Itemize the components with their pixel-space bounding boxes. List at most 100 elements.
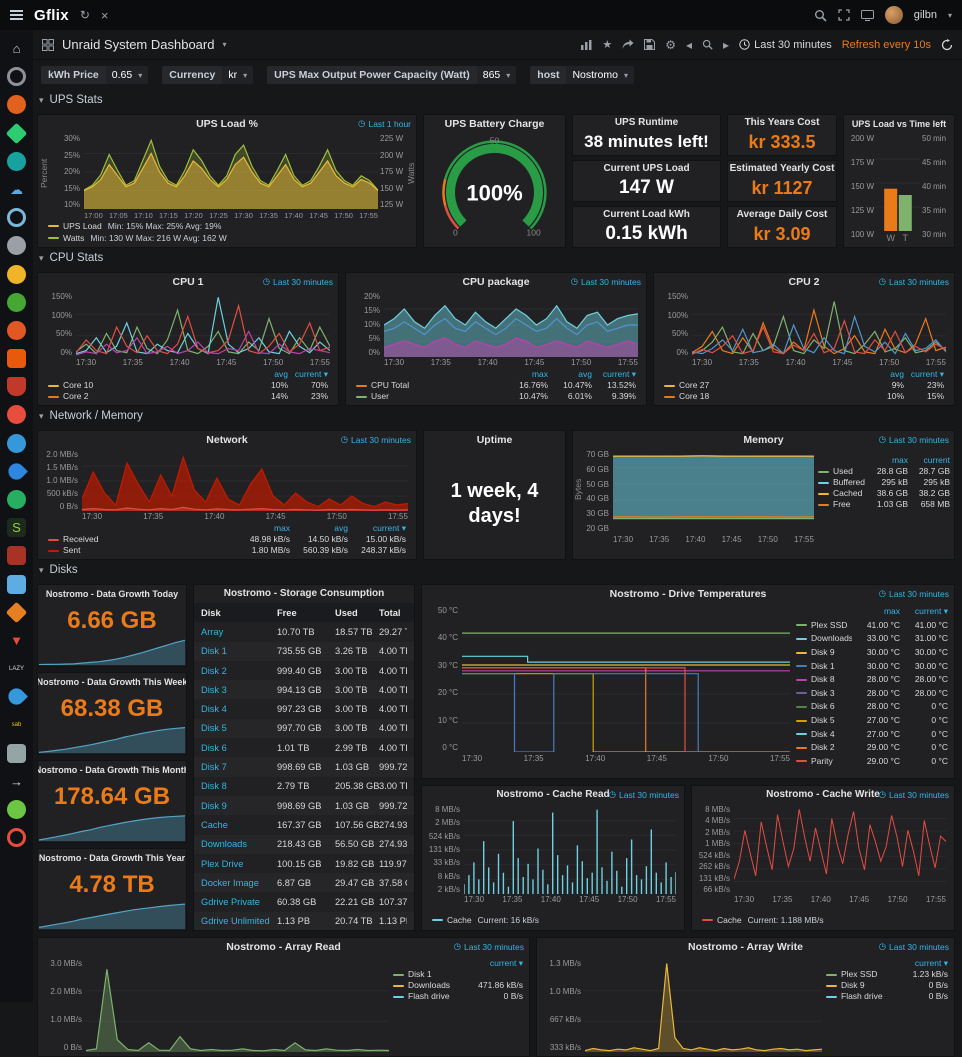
memory-chart[interactable] (613, 451, 814, 533)
sidebar-app-icon[interactable] (7, 574, 26, 594)
sidebar-app-icon[interactable] (7, 377, 26, 397)
panel-title[interactable]: Memory (743, 433, 784, 446)
chart-legend[interactable]: avg current ▾ Core 10 10% 70% Core 2 14% 23% (48, 369, 328, 402)
github-icon[interactable] (7, 800, 26, 820)
user-menu[interactable]: gilbn (913, 9, 937, 21)
chart-legend[interactable]: max current Used 28.8 GB 28.7 GB Buffered 295 … (818, 455, 950, 510)
legend-header[interactable]: max avg current ▾ (273, 523, 406, 533)
sidebar-app-icon[interactable] (5, 601, 28, 623)
legend-series[interactable]: Disk 1 30.00 °C 30.00 °C (796, 659, 948, 673)
logout-icon[interactable]: → (10, 773, 23, 789)
chart-legend[interactable]: Cache Current: 16 kB/s (432, 913, 555, 925)
sidebar-app-icon[interactable] (7, 264, 26, 284)
sidebar-app-icon[interactable] (7, 490, 26, 509)
fullscreen-icon[interactable] (838, 9, 850, 21)
legend-header[interactable]: max current ▾ (883, 606, 948, 617)
legend-series[interactable]: Disk 4 27.00 °C 0 °C (796, 727, 948, 741)
legend-series[interactable]: Core 27 9% 23% (664, 380, 944, 391)
menu-icon[interactable] (10, 9, 23, 21)
zoom-out-icon[interactable] (702, 39, 713, 50)
legend-header[interactable]: max current (891, 455, 950, 465)
sidebar-app-icon[interactable] (5, 122, 28, 144)
row-cpu-stats[interactable]: ▾ CPU Stats (39, 252, 104, 264)
panel-title[interactable]: Nostromo - Cache Read (496, 789, 610, 800)
sidebar-app-icon[interactable] (7, 236, 26, 256)
legend-header[interactable]: max avg current ▾ (531, 369, 636, 379)
panel-title[interactable]: Average Daily Cost (736, 209, 828, 220)
legend-series[interactable]: Plex SSD 1.23 kB/s (826, 969, 948, 980)
add-panel-icon[interactable] (580, 39, 592, 51)
search-icon[interactable] (814, 9, 827, 22)
sidebar-app-icon[interactable] (7, 828, 26, 848)
legend-series[interactable]: Sent 1.80 MB/s 560.39 kB/s 248.37 kB/s (48, 545, 406, 556)
row-disks[interactable]: ▾ Disks (39, 564, 78, 576)
settings-icon[interactable]: ⚙ (665, 37, 677, 52)
legend-series[interactable]: Cached 38.6 GB 38.2 GB (818, 488, 950, 499)
legend-series[interactable]: Disk 6 28.00 °C 0 °C (796, 700, 948, 714)
active-app-icon[interactable] (7, 349, 26, 369)
legend-series[interactable]: Buffered 295 kB 295 kB (818, 477, 950, 488)
legend-series[interactable]: Parity 29.00 °C 0 °C (796, 755, 948, 769)
panel-title[interactable]: Nostromo - Array Write (688, 940, 803, 953)
chart-legend[interactable]: max current ▾ Plex SSD 41.00 °C 41.00 °C Down… (796, 605, 948, 768)
legend-series[interactable]: Disk 9 30.00 °C 30.00 °C (796, 646, 948, 660)
legend-header[interactable]: current ▾ (914, 958, 948, 968)
array-write-chart[interactable] (585, 960, 822, 1052)
legend-series[interactable]: Core 18 10% 15% (664, 391, 944, 402)
cache-write-chart[interactable] (734, 806, 946, 894)
legend-header[interactable]: current ▾ (489, 958, 523, 968)
cpu2-chart[interactable] (692, 293, 946, 357)
legend-series[interactable]: Received 48.98 kB/s 14.50 kB/s 15.00 kB/s (48, 534, 406, 545)
sidebar-app-icon[interactable] (7, 292, 26, 312)
template-variable[interactable]: host Nostromo ▾ (530, 66, 634, 84)
legend-series[interactable]: Flash drive 0 B/s (393, 991, 523, 1002)
drive-temps-chart[interactable] (462, 607, 790, 752)
battery-gauge[interactable]: 0 50 100 100% (428, 133, 561, 243)
home-icon[interactable]: ⌂ (12, 41, 21, 56)
sidebar-app-icon[interactable] (7, 743, 26, 763)
sidebar-app-icon[interactable] (5, 685, 28, 709)
legend-series[interactable]: Free 1.03 GB 658 MB (818, 499, 950, 510)
time-forward-icon[interactable]: ▸ (723, 37, 730, 52)
legend-series[interactable]: Plex SSD 41.00 °C 41.00 °C (796, 619, 948, 633)
network-chart[interactable] (82, 451, 408, 511)
sidebar-app-icon[interactable] (7, 320, 26, 340)
panel-title[interactable]: CPU 2 (788, 275, 820, 288)
sidebar-app-icon[interactable]: S (7, 518, 26, 538)
panel-title[interactable]: Nostromo - Cache Write (766, 789, 880, 800)
sidebar-app-icon[interactable] (7, 433, 26, 453)
sidebar-app-icon[interactable]: LAZY (8, 665, 24, 672)
user-avatar[interactable] (884, 6, 903, 24)
dashboard-picker-icon[interactable] (42, 38, 54, 51)
sidebar-app-icon[interactable]: sab (11, 722, 22, 728)
sidebar-app-icon[interactable] (5, 459, 28, 483)
legend-item[interactable]: UPS Load Min: 15% Max: 25% Avg: 19% (48, 221, 221, 231)
legend-series[interactable]: Core 2 14% 23% (48, 391, 328, 402)
template-variable[interactable]: UPS Max Output Power Capacity (Watt) 865 ▾ (267, 66, 517, 84)
legend-header[interactable]: avg current ▾ (274, 369, 328, 379)
sidebar-app-icon[interactable] (7, 546, 26, 566)
legend-series[interactable]: Disk 5 27.00 °C 0 °C (796, 714, 948, 728)
legend-series[interactable]: Disk 2 29.00 °C 0 °C (796, 741, 948, 755)
legend-series[interactable]: Core 10 10% 70% (48, 380, 328, 391)
chart-legend[interactable]: current ▾ Disk 1 Downloads 471.86 kB/s Flash… (393, 958, 523, 1002)
ups-load-chart[interactable] (84, 135, 378, 209)
table-header[interactable]: Disk Free Used Total (194, 603, 414, 623)
panel-title[interactable]: This Years Cost (744, 117, 820, 128)
panel-title[interactable]: UPS Load % (196, 117, 258, 130)
legend-series[interactable]: User 10.47% 6.01% 9.39% (356, 391, 636, 402)
panel-title[interactable]: Current UPS Load (603, 163, 690, 174)
chart-legend[interactable]: avg current ▾ Core 27 9% 23% Core 18 10% 15% (664, 369, 944, 402)
search-app-icon[interactable] (7, 208, 26, 228)
panel-title[interactable]: Nostromo - Data Growth This Year (38, 852, 186, 863)
chart-legend[interactable]: max avg current ▾ Received 48.98 kB/s 14.50 k… (48, 523, 406, 556)
legend-header[interactable]: avg current ▾ (890, 369, 944, 379)
refresh-interval-picker[interactable]: Refresh every 10s (841, 38, 931, 51)
close-icon[interactable]: × (100, 7, 109, 23)
panel-title[interactable]: Nostromo - Data Growth Today (45, 588, 179, 599)
sidebar-app-icon[interactable]: ▼ (10, 632, 23, 648)
refresh-icon[interactable]: ↻ (79, 8, 90, 22)
time-range-picker[interactable]: Last 30 minutes (739, 39, 832, 51)
legend-series[interactable]: Disk 1 (393, 969, 523, 980)
